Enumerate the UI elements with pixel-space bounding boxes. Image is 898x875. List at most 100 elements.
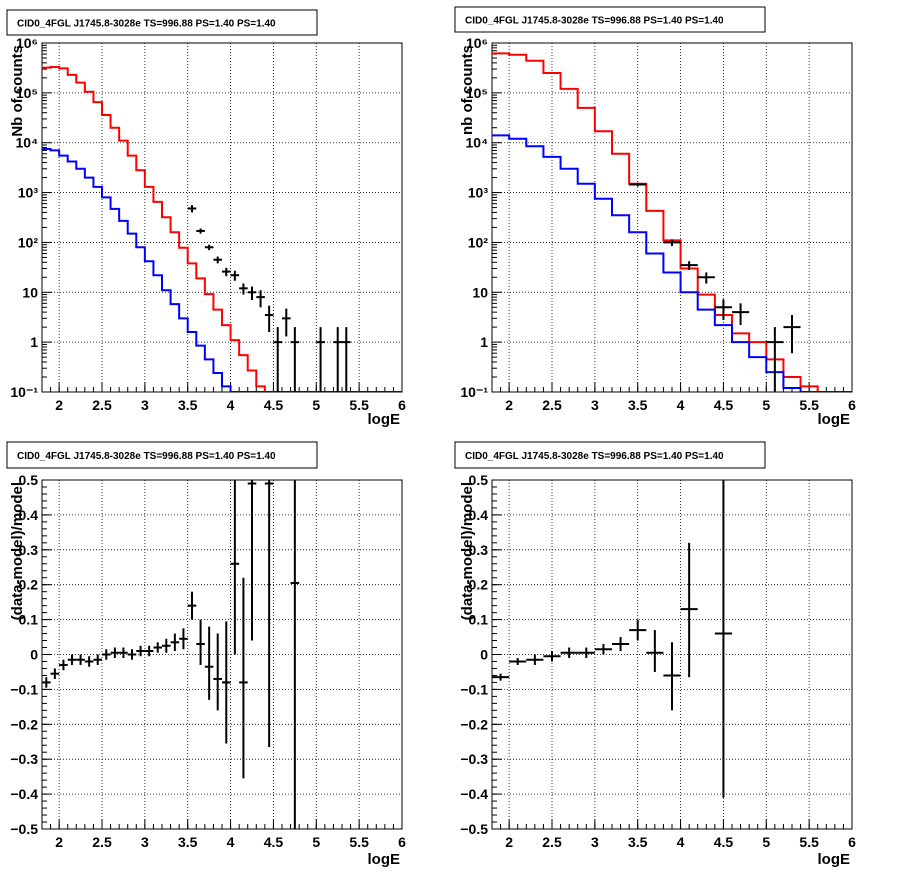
x-tick-label: 5: [312, 834, 320, 850]
x-tick-label: 5.5: [349, 834, 369, 850]
x-tick-label: 3.5: [178, 834, 198, 850]
x-tick-label: 2.5: [542, 397, 562, 413]
y-tick-label: −0.4: [460, 786, 488, 802]
y-tick-label: 0.4: [469, 507, 489, 523]
x-tick-label: 2: [55, 834, 63, 850]
x-tick-label: 5.5: [349, 397, 369, 413]
plot-frame: [41, 42, 403, 393]
x-tick-label: 6: [848, 397, 856, 413]
plot-area: [492, 480, 732, 798]
y-tick-label: 0.2: [469, 577, 489, 593]
y-tick-label: −0.2: [10, 716, 38, 732]
y-tick-label: −0.3: [10, 751, 38, 767]
y-tick-label: 0.2: [19, 577, 39, 593]
y-tick-label: −0.1: [460, 681, 488, 697]
x-tick-label: 2: [55, 397, 63, 413]
y-tick-label: 1: [30, 334, 38, 350]
y-tick-label: 10²: [468, 234, 489, 250]
x-tick-label: 6: [398, 397, 406, 413]
y-tick-label: 0.5: [19, 472, 39, 488]
x-tick-label: 5: [762, 834, 770, 850]
x-tick-label: 5: [312, 397, 320, 413]
x-tick-label: 5: [762, 397, 770, 413]
y-axis-label: Nb of counts: [9, 45, 26, 137]
x-tick-label: 4: [677, 397, 685, 413]
y-tick-label: 10³: [468, 185, 489, 201]
x-tick-label: 3: [591, 397, 599, 413]
title-box: [6, 441, 318, 469]
x-tick-label: 3: [141, 834, 149, 850]
y-tick-label: 10⁴: [16, 135, 39, 151]
title-box: [454, 441, 766, 469]
plot-frame: [491, 42, 853, 393]
plot-area: [492, 52, 852, 392]
histogram-series-2: [42, 147, 402, 392]
x-tick-label: 4: [227, 834, 235, 850]
y-axis-label: nb of counts: [459, 45, 476, 135]
chart-title: CID0_4FGL J1745.8-3028e TS=996.88 PS=1.4…: [17, 451, 276, 462]
y-tick-label: 0: [480, 647, 488, 663]
y-axis-label: (data-model)/model: [9, 482, 26, 620]
x-tick-label: 6: [848, 834, 856, 850]
y-tick-label: −0.2: [460, 716, 488, 732]
y-tick-label: 0.1: [19, 612, 39, 628]
x-tick-label: 4: [677, 834, 685, 850]
x-tick-label: 3.5: [628, 834, 648, 850]
y-tick-label: −0.3: [460, 751, 488, 767]
y-tick-label: 1: [480, 334, 488, 350]
x-tick-label: 2: [505, 834, 513, 850]
x-tick-label: 5.5: [799, 397, 819, 413]
chart-title: CID0_4FGL J1745.8-3028e TS=996.88 PS=1.4…: [465, 451, 724, 462]
x-tick-label: 2.5: [92, 397, 112, 413]
y-tick-label: 0: [30, 647, 38, 663]
y-tick-label: 10⁻¹: [460, 384, 488, 400]
y-tick-label: 0.5: [469, 472, 489, 488]
x-tick-label: 4.5: [714, 397, 734, 413]
x-tick-label: 6: [398, 834, 406, 850]
y-tick-label: 0.1: [469, 612, 489, 628]
y-tick-label: 10⁶: [466, 35, 488, 51]
y-tick-label: 10²: [18, 234, 39, 250]
y-tick-label: 10⁻¹: [10, 384, 38, 400]
x-tick-label: 2.5: [542, 834, 562, 850]
y-tick-label: 10: [22, 284, 38, 300]
x-axis-label: logE: [368, 851, 401, 868]
y-tick-label: 10³: [18, 185, 39, 201]
x-tick-label: 5.5: [799, 834, 819, 850]
y-tick-label: −0.5: [460, 821, 488, 837]
chart-panel-4: CID0_4FGL J1745.8-3028e TS=996.88 PS=1.4…: [454, 441, 856, 868]
plot-area: [42, 480, 300, 829]
y-tick-label: 10⁴: [466, 135, 489, 151]
histogram-series-1: [42, 66, 402, 392]
y-tick-label: 0.4: [19, 507, 39, 523]
x-tick-label: 2.5: [92, 834, 112, 850]
chart-panel-1: CID0_4FGL J1745.8-3028e TS=996.88 PS=1.4…: [6, 9, 406, 428]
x-tick-label: 4.5: [264, 834, 284, 850]
y-tick-label: −0.5: [10, 821, 38, 837]
x-axis-label: logE: [818, 411, 851, 428]
chart-panel-3: CID0_4FGL J1745.8-3028e TS=996.88 PS=1.4…: [6, 441, 406, 868]
x-tick-label: 3.5: [178, 397, 198, 413]
chart-panel-2: CID0_4FGL J1745.8-3028e TS=996.88 PS=1.4…: [454, 6, 856, 428]
y-tick-label: 10⁵: [466, 85, 488, 101]
x-tick-label: 4.5: [714, 834, 734, 850]
y-tick-label: −0.1: [10, 681, 38, 697]
title-box: [454, 6, 766, 33]
plot-area: [42, 66, 402, 392]
chart-title: CID0_4FGL J1745.8-3028e TS=996.88 PS=1.4…: [465, 16, 724, 27]
x-axis-label: logE: [818, 851, 851, 868]
x-tick-label: 3: [141, 397, 149, 413]
y-tick-label: 10⁶: [16, 35, 38, 51]
histogram-series-1: [492, 52, 852, 392]
x-axis-label: logE: [368, 411, 401, 428]
y-axis-label: (data-model)/model: [459, 482, 476, 620]
x-tick-label: 4.5: [264, 397, 284, 413]
y-tick-label: 0.3: [19, 542, 39, 558]
x-tick-label: 2: [505, 397, 513, 413]
x-tick-label: 3.5: [628, 397, 648, 413]
y-tick-label: 10⁵: [16, 85, 38, 101]
x-tick-label: 3: [591, 834, 599, 850]
y-tick-label: 0.3: [469, 542, 489, 558]
chart-title: CID0_4FGL J1745.8-3028e TS=996.88 PS=1.4…: [17, 19, 276, 30]
